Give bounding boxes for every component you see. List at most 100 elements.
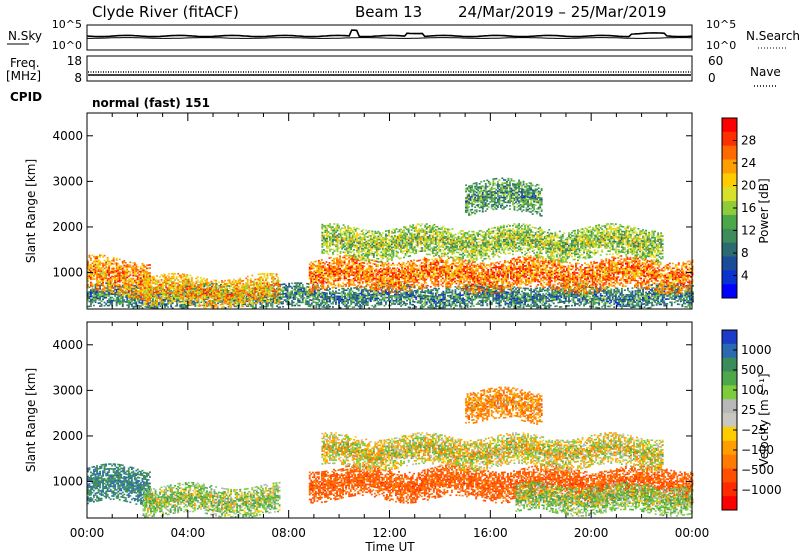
echo-cell	[223, 289, 225, 291]
echo-cell	[201, 304, 204, 307]
echo-cell	[165, 286, 167, 288]
echo-cell	[363, 293, 366, 296]
echo-cell	[150, 306, 153, 309]
echo-cell	[139, 277, 142, 279]
echo-cell	[524, 289, 526, 291]
echo-cell	[139, 286, 142, 289]
echo-cell	[90, 298, 92, 301]
echo-cell	[129, 272, 132, 275]
echo-cell	[363, 287, 366, 289]
echo-cell	[203, 303, 206, 305]
echo-cell	[187, 279, 190, 281]
echo-cell	[324, 303, 327, 305]
echo-cell	[228, 279, 231, 281]
echo-cell	[610, 304, 613, 307]
echo-cell	[298, 285, 301, 288]
echo-cell	[360, 294, 363, 296]
echo-cell	[371, 290, 374, 293]
echo-cell	[168, 295, 171, 297]
echo-cell	[360, 305, 363, 307]
echo-cell	[292, 295, 295, 297]
echo-cell	[542, 288, 545, 291]
echo-cell	[385, 290, 387, 293]
echo-cell	[304, 292, 307, 294]
echo-cell	[490, 301, 493, 304]
echo-cell	[139, 305, 142, 307]
echo-cell	[628, 305, 631, 307]
echo-cell	[515, 304, 517, 306]
echo-cell	[357, 297, 360, 300]
echo-cell	[286, 286, 289, 288]
echo-cell	[557, 298, 560, 301]
echo-cell	[496, 299, 499, 301]
echo-cell	[103, 297, 106, 299]
echo-cell	[174, 298, 177, 301]
echo-cell	[583, 295, 585, 297]
echo-cell	[139, 291, 142, 294]
echo-cell	[183, 290, 186, 293]
echo-cell	[681, 296, 684, 298]
echo-cell	[147, 304, 150, 307]
echo-cell	[445, 290, 448, 293]
echo-cell	[223, 286, 225, 288]
echo-cell	[642, 290, 644, 293]
echo-cell	[584, 293, 587, 296]
echo-cell	[139, 266, 142, 268]
echo-cell	[571, 298, 573, 301]
echo-cell	[652, 304, 655, 307]
echo-cell	[271, 304, 274, 307]
echo-cell	[462, 299, 464, 301]
echo-cell	[378, 284, 381, 287]
echo-cell	[190, 279, 193, 282]
echo-cell	[271, 303, 274, 305]
echo-cell	[512, 290, 514, 293]
echo-cell	[190, 278, 193, 280]
echo-cell	[463, 300, 466, 302]
echo-cell	[286, 297, 289, 299]
echo-cell	[486, 298, 489, 300]
echo-cell	[437, 295, 440, 298]
echo-cell	[542, 298, 545, 300]
echo-cell	[114, 300, 117, 302]
echo-cell	[419, 297, 422, 299]
echo-cell	[212, 282, 215, 285]
echo-cell	[583, 287, 585, 289]
echo-cell	[555, 289, 558, 291]
echo-cell	[430, 300, 433, 302]
echo-cell	[353, 298, 356, 300]
echo-cell	[90, 289, 92, 291]
echo-cell	[465, 300, 467, 302]
echo-cell	[319, 293, 322, 295]
echo-cell	[468, 294, 471, 297]
echo-cell	[524, 287, 526, 290]
echo-cell	[465, 287, 467, 289]
echo-cell	[198, 303, 201, 306]
echo-cell	[149, 306, 151, 309]
echo-cell	[486, 304, 489, 307]
echo-cell	[604, 305, 607, 307]
echo-cell	[318, 292, 321, 295]
echo-cell	[539, 287, 542, 289]
echo-cell	[93, 292, 95, 294]
echo-cell	[228, 292, 231, 294]
echo-cell	[510, 301, 513, 304]
echo-cell	[288, 298, 291, 301]
echo-cell	[121, 303, 124, 306]
echo-cell	[595, 293, 598, 296]
echo-cell	[273, 296, 275, 298]
echo-cell	[584, 303, 587, 306]
echo-cell	[267, 299, 269, 301]
echo-cell	[471, 292, 474, 295]
echo-cell	[577, 290, 579, 292]
echo-cell	[477, 303, 480, 305]
echo-cell	[251, 305, 254, 307]
echo-cell	[341, 291, 343, 293]
echo-cell	[530, 305, 533, 307]
echo-cell	[345, 294, 348, 296]
echo-cell	[451, 304, 454, 306]
echo-cell	[241, 304, 244, 307]
echo-cell	[610, 299, 613, 302]
echo-cell	[546, 305, 549, 307]
echo-cell	[548, 303, 551, 305]
echo-cell	[221, 288, 224, 291]
